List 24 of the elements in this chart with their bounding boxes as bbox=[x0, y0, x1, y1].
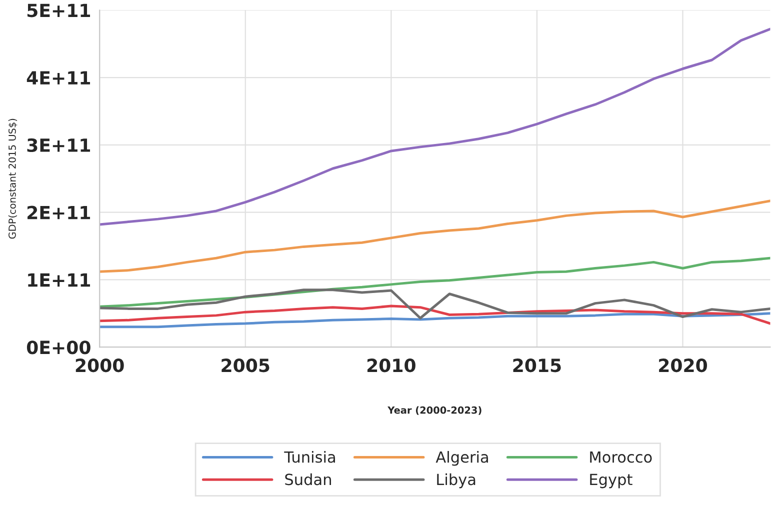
x-tick-label: 2020 bbox=[659, 358, 708, 372]
legend-label: Sudan bbox=[285, 473, 331, 486]
x-axis-title: Year (2000-2023) bbox=[388, 406, 482, 415]
y-tick-label: 1E+11 bbox=[28, 273, 90, 287]
legend-label: Morocco bbox=[590, 451, 652, 463]
y-tick-label: 2E+11 bbox=[28, 206, 90, 220]
legend-label: Libya bbox=[437, 473, 476, 488]
line-series bbox=[100, 288, 770, 320]
line-series bbox=[100, 304, 770, 325]
line-series bbox=[100, 200, 770, 273]
y-tick-label: 5E+11 bbox=[27, 4, 90, 18]
x-tick-label: 2010 bbox=[367, 358, 416, 372]
y-axis-title: GDP(constant 2015 US$) bbox=[8, 118, 18, 239]
legend-label: Egypt bbox=[590, 474, 632, 488]
x-tick-label: 2000 bbox=[76, 358, 124, 372]
y-tick-label: 4E+11 bbox=[26, 71, 90, 84]
legend-label: Tunisia bbox=[284, 450, 335, 463]
x-tick-label: 2015 bbox=[513, 358, 561, 372]
legend-label: Algeria bbox=[436, 450, 488, 466]
x-tick-label: 2005 bbox=[222, 358, 270, 372]
line-series bbox=[100, 312, 770, 328]
y-tick-label: 0E+00 bbox=[26, 340, 90, 354]
y-tick-label: 3E+11 bbox=[27, 138, 90, 152]
line-series bbox=[100, 28, 770, 226]
